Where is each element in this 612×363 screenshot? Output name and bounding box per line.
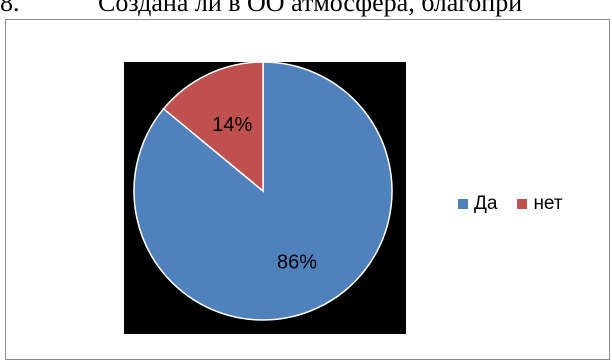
question-number: 8. (0, 0, 20, 17)
data-label-no: 14% (212, 114, 252, 136)
question-heading: 8. Создана ли в ОО атмосфера, благопри (0, 0, 612, 20)
legend-swatch-yes (458, 199, 468, 209)
chart-legend: Да нет (458, 193, 563, 215)
legend-item-yes: Да (458, 193, 497, 215)
pie-chart: 86% 14% (133, 61, 393, 321)
legend-item-no: нет (517, 193, 563, 215)
legend-label-no: нет (533, 193, 563, 214)
legend-swatch-no (517, 199, 528, 209)
pie-slice-no (162, 61, 264, 193)
legend-label-yes: Да (474, 193, 498, 214)
question-text: Создана ли в ОО атмосфера, благопри (98, 0, 523, 17)
data-label-yes: 86% (277, 252, 317, 274)
